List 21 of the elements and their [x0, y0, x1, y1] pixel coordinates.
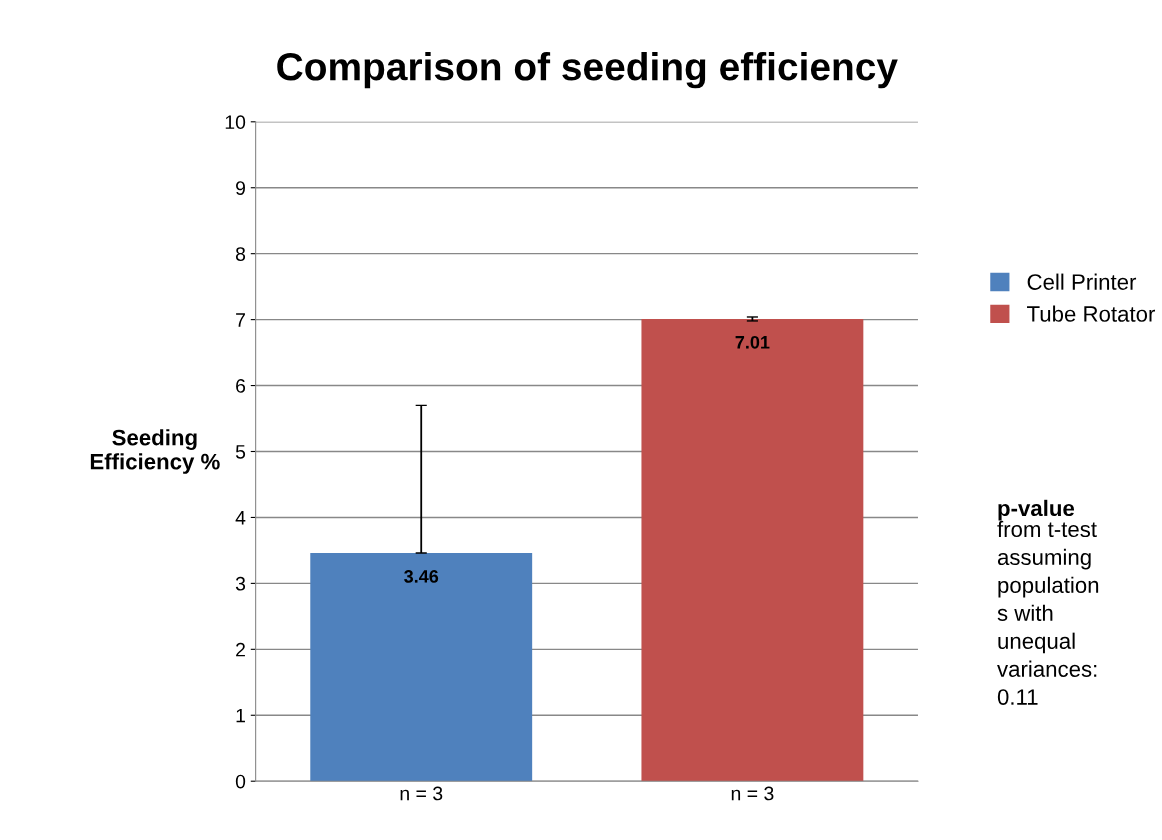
legend-label: Cell Printer: [1027, 273, 1137, 290]
y-tick-label: 4: [235, 511, 246, 525]
y-tick-label: 1: [236, 708, 245, 723]
chart-title: Comparison of seeding efficiency: [277, 51, 898, 89]
data-label: 3.46: [404, 570, 439, 583]
legend-label: Tube Rotator: [1027, 305, 1156, 322]
y-tick-label: 5: [235, 445, 246, 459]
y-tick-label: 10: [225, 115, 246, 130]
y-axis-title: Seeding Efficiency %: [90, 429, 220, 474]
y-tick-label: 0: [235, 774, 246, 789]
y-tick-label: 7: [236, 313, 245, 327]
y-tick-label: 9: [236, 181, 245, 195]
text: from t-test assuming population s with unequal variances: 0.11: [997, 520, 1099, 705]
y-tick-label: 8: [235, 247, 246, 261]
text: p-value: [998, 499, 1075, 521]
y-tick-label: 2: [236, 642, 245, 657]
x-tick-label: n = 3: [400, 786, 443, 801]
data-label: 7.01: [735, 335, 770, 349]
y-tick-label: 3: [235, 576, 246, 591]
y-tick-label: 6: [236, 379, 246, 393]
x-tick-label: n = 3: [731, 786, 774, 801]
